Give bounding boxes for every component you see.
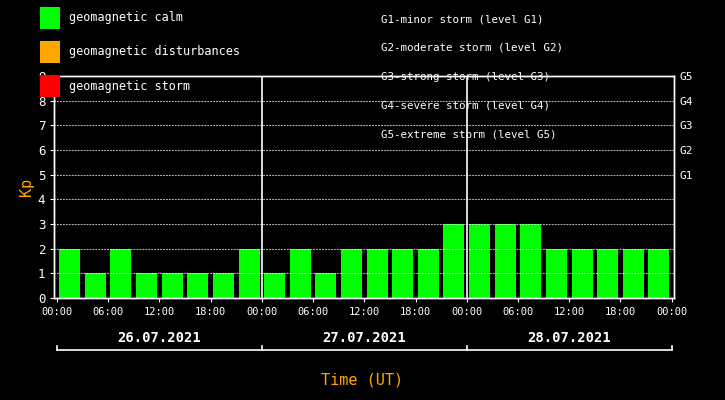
Text: 28.07.2021: 28.07.2021 [527, 331, 611, 345]
Bar [59, 249, 80, 298]
Bar [213, 273, 234, 298]
Bar [315, 273, 336, 298]
Text: G2-moderate storm (level G2): G2-moderate storm (level G2) [381, 43, 563, 53]
Bar [290, 249, 311, 298]
Text: G1-minor storm (level G1): G1-minor storm (level G1) [381, 14, 543, 24]
Bar [521, 224, 542, 298]
Bar [367, 249, 388, 298]
Text: Time (UT): Time (UT) [321, 372, 404, 388]
Bar [469, 224, 490, 298]
Bar [136, 273, 157, 298]
Bar [494, 224, 515, 298]
Bar [85, 273, 106, 298]
Bar [187, 273, 208, 298]
Bar [162, 273, 183, 298]
Bar [648, 249, 669, 298]
Bar [623, 249, 644, 298]
Bar [418, 249, 439, 298]
Bar [546, 249, 567, 298]
Text: geomagnetic disturbances: geomagnetic disturbances [69, 46, 240, 58]
Text: G5-extreme storm (level G5): G5-extreme storm (level G5) [381, 129, 556, 139]
Bar [597, 249, 618, 298]
Text: geomagnetic storm: geomagnetic storm [69, 80, 190, 92]
Text: 27.07.2021: 27.07.2021 [323, 331, 406, 345]
Bar [444, 224, 465, 298]
Y-axis label: Kp: Kp [19, 178, 33, 196]
Bar [571, 249, 592, 298]
Text: G4-severe storm (level G4): G4-severe storm (level G4) [381, 100, 550, 110]
Bar [264, 273, 285, 298]
Bar [239, 249, 260, 298]
Bar [110, 249, 131, 298]
Text: geomagnetic calm: geomagnetic calm [69, 12, 183, 24]
Text: 26.07.2021: 26.07.2021 [117, 331, 202, 345]
Text: G3-strong storm (level G3): G3-strong storm (level G3) [381, 72, 550, 82]
Bar [392, 249, 413, 298]
Bar [341, 249, 362, 298]
